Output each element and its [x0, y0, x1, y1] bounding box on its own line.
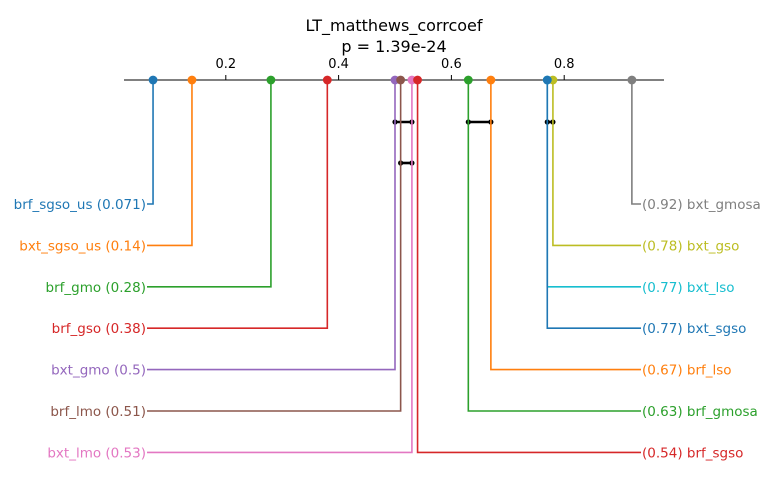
connector-bxt_gso: [552, 80, 641, 247]
label-brf_gmosa: (0.63) brf_gmosa: [642, 404, 758, 420]
marker-brf_gmo: [266, 75, 276, 85]
label-brf_sgso: (0.54) brf_sgso: [642, 445, 743, 461]
marker-bxt_gmosa: [627, 75, 637, 85]
label-brf_gso: brf_gso (0.38): [52, 321, 146, 337]
tick-label: 0.8: [554, 57, 575, 72]
connector-brf_gso: [147, 80, 329, 330]
connector-brf_gmosa: [467, 80, 641, 412]
label-bxt_lmo: bxt_lmo (0.53): [47, 445, 146, 461]
tick-label: 0.4: [328, 57, 349, 72]
label-bxt_gso: (0.78) bxt_gso: [642, 238, 739, 254]
connector-bxt_gmo: [147, 80, 396, 371]
connector-brf_sgso: [416, 80, 641, 454]
marker-brf_sgso_us: [148, 75, 158, 85]
label-brf_lso: (0.67) brf_lso: [642, 363, 732, 379]
label-bxt_sgso_us: bxt_sgso_us (0.14): [19, 238, 146, 254]
label-brf_lmo: brf_lmo (0.51): [50, 404, 146, 420]
connector-bxt_lmo: [147, 80, 413, 454]
marker-bxt_sgso: [542, 75, 552, 85]
rank-markers: [148, 75, 637, 85]
connector-brf_lmo: [147, 80, 402, 412]
connector-brf_gmo: [147, 80, 272, 288]
marker-brf_lmo: [396, 75, 406, 85]
marker-brf_gso: [322, 75, 332, 85]
chart-title: LT_matthews_corrcoef: [306, 16, 483, 36]
marker-brf_lso: [486, 75, 496, 85]
clique-bars: [392, 119, 556, 166]
label-bxt_gmo: bxt_gmo (0.5): [51, 363, 146, 379]
marker-bxt_sgso_us: [187, 75, 197, 85]
label-bxt_sgso: (0.77) bxt_sgso: [642, 321, 746, 337]
marker-brf_sgso: [413, 75, 422, 85]
connector-lines: [147, 80, 641, 454]
tick-label: 0.2: [215, 57, 236, 72]
item-labels: brf_sgso_us (0.071) bxt_sgso_us (0.14) brf…: [14, 197, 761, 461]
connector-bxt_sgso_us: [147, 80, 193, 247]
chart-subtitle: p = 1.39e-24: [341, 37, 446, 56]
connector-bxt_gmosa: [631, 80, 641, 205]
connector-bxt_lso: [546, 80, 641, 288]
connector-bxt_sgso: [546, 80, 641, 330]
label-brf_gmo: brf_gmo (0.28): [46, 280, 147, 296]
label-brf_sgso_us: brf_sgso_us (0.071): [14, 197, 146, 213]
label-bxt_lso: (0.77) bxt_lso: [642, 280, 735, 296]
tick-label: 0.6: [441, 57, 462, 72]
marker-brf_gmosa: [463, 75, 473, 85]
connector-brf_lso: [490, 80, 641, 371]
label-bxt_gmosa: (0.92) bxt_gmosa: [642, 197, 761, 213]
connector-brf_sgso_us: [147, 80, 154, 205]
